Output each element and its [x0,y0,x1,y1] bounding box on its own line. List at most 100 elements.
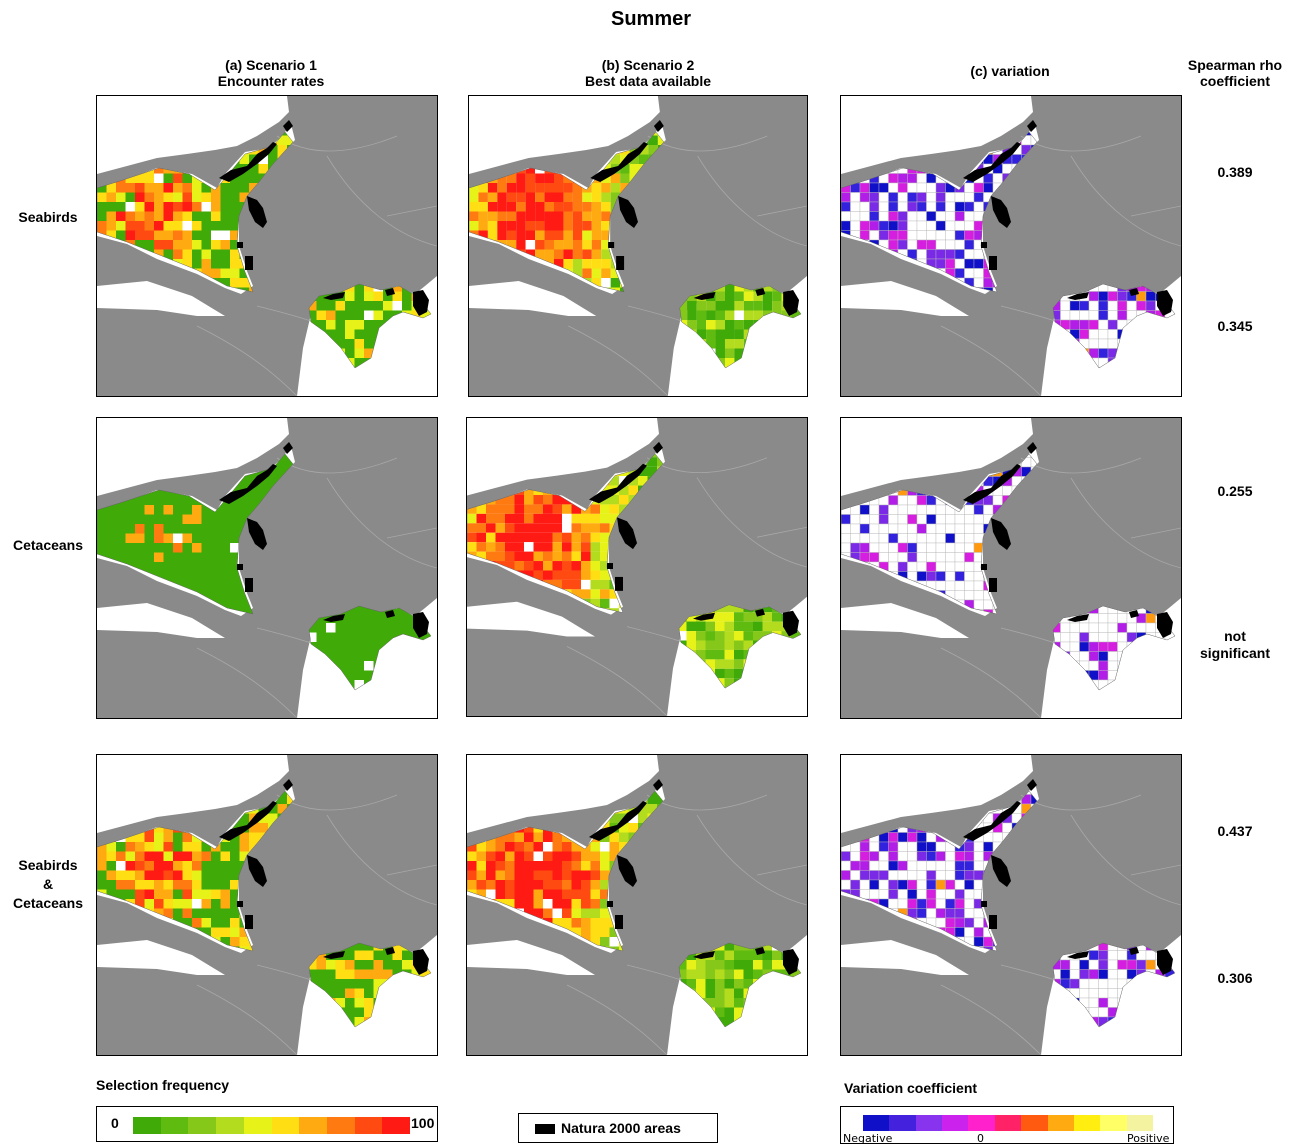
grid-cell [524,908,534,918]
grid-cell [686,631,696,641]
grid-cell [954,192,965,203]
grid-cell [552,551,562,562]
grid-cell [734,604,744,613]
grid-cell [354,310,364,320]
grid-cell [106,533,116,543]
rho-value-line2: significant [1199,645,1270,661]
grid-cell [878,182,889,193]
natura-2000-area [991,196,1011,228]
rho-value-line1: 0.255 [1217,483,1253,499]
grid-cell [354,291,364,301]
grid-cell [524,504,534,514]
grid-cell [383,960,393,970]
grid-cell [135,221,145,231]
grid-cell [762,950,772,960]
grid-cell [476,870,486,880]
grid-cell [116,524,126,534]
grid-cell [173,842,183,852]
grid-cell [543,889,553,899]
grid-cell [552,918,562,928]
grid-cell [125,533,135,543]
grid-cell [888,495,899,506]
grid-cell [402,291,412,301]
grid-cell [1079,978,1090,989]
grid-cell [201,249,211,259]
grid-cell [591,211,602,221]
grid-cell [705,649,715,660]
grid-cell [144,495,154,505]
grid-cell [524,823,534,833]
grid-cell [954,211,965,222]
natura-2000-area [693,951,715,959]
grid-cell [581,861,591,871]
map-svg [467,755,807,1055]
grid-cell [973,870,984,881]
grid-cell [220,861,230,871]
grid-cell [869,201,880,212]
grid-cell [97,851,107,861]
natura-2000-area [608,242,615,248]
grid-cell [144,543,154,553]
grid-cell [144,192,154,202]
grid-cell [964,860,975,871]
study-zone-outline [1052,605,1176,691]
grid-cell [505,880,515,890]
grid-cell [211,552,221,562]
grid-cell [945,917,956,928]
grid-cell [1069,641,1080,652]
grid-cell [869,860,880,871]
grid-cell [201,514,211,524]
grid-cell [926,192,937,203]
grid-cell [486,861,496,871]
grid-cell [724,284,735,292]
grid-cell [154,211,164,221]
column-header-scenario-2: (b) Scenario 2 Best data available [538,57,758,89]
row-label-line1: Cetaceans [12,537,84,553]
grid-cell [897,201,908,212]
grid-cell [486,842,496,852]
grid-cell [97,211,107,221]
grid-cell [1069,622,1080,633]
grid-cell [869,851,880,862]
grid-cell [964,542,975,553]
grid-cell [345,632,355,642]
grid-cell [144,221,154,231]
grid-cell [562,870,572,880]
grid-cell [535,230,545,240]
grid-cell [916,542,927,553]
grid-cell [144,870,154,880]
country-border [1130,527,1181,539]
grid-cell [734,960,744,970]
grid-cell [154,192,164,202]
grid-cell [888,192,899,203]
grid-cell [211,927,221,937]
grid-cell [467,880,477,890]
grid-cell [116,851,126,861]
grid-cell [476,851,486,861]
grid-cell [590,937,600,947]
grid-cell [563,249,573,259]
grid-cell [220,590,230,600]
grid-cell [610,154,621,164]
grid-cell [609,598,619,609]
grid-cell [945,249,956,260]
grid-cell [220,249,230,259]
grid-cell [581,880,591,890]
grid-cell [230,486,240,496]
country-border [1070,814,1181,906]
rho-value-line1: 0.345 [1217,318,1253,334]
grid-cell [524,870,534,880]
natura-2000-area [617,517,637,550]
grid-cell [192,240,202,250]
grid-cell [743,612,753,622]
grid-cell [135,505,145,515]
rho-value: 0.389 [1185,164,1285,181]
grid-cell [383,632,393,642]
grid-cell [173,908,183,918]
grid-cell [926,201,937,212]
grid-cell [326,623,336,633]
grid-cell [277,804,287,814]
grid-cell [552,570,562,580]
grid-cell [916,514,927,525]
natura-2000-area [617,855,637,887]
